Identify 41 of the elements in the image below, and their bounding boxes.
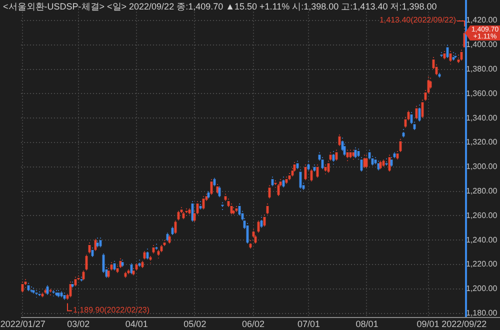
y-tick-label: 1,340.00 (466, 113, 498, 122)
y-tick-label: 1,240.00 (466, 235, 498, 244)
candlestick (132, 268, 135, 276)
x-tick-label: 2022/09/22 (442, 318, 487, 329)
candlestick (49, 288, 52, 297)
x-tick-label: 04/01 (125, 318, 148, 329)
candlestick (157, 249, 160, 259)
candlestick (221, 202, 224, 212)
y-tick-label: 1,280.00 (466, 186, 498, 196)
y-tick-label: 1,380.00 (466, 64, 498, 74)
candlestick (60, 290, 63, 300)
y-tick-label: 1,320.00 (466, 138, 498, 147)
x-tick-label: 08/01 (356, 318, 378, 329)
candlestick (385, 158, 388, 168)
x-tick-label: 05/02 (184, 318, 206, 329)
annotation: 1,413.40(2022/09/22) (379, 16, 456, 25)
chart-title: <서울외환-USDSP-체결> <일> 2022/09/22 종:1,409.70 ▲15.50 +1.11% 시:1,398.00 고:1,413.40 저:1,398.00 (3, 1, 437, 12)
y-tick-label: 1,180.00 (466, 308, 498, 318)
candlestick (80, 276, 83, 282)
candlestick (35, 290, 38, 298)
annotation: 1,189.90(2022/02/23) (73, 305, 150, 314)
candlestick (352, 149, 355, 160)
candlestick (57, 290, 60, 298)
candlestick (402, 128, 405, 138)
y-tick-label: 1,360.00 (466, 88, 498, 98)
candlestick (188, 208, 191, 216)
candlestick (30, 286, 33, 294)
candlestick (285, 176, 288, 186)
x-tick-label: 09/01 (416, 318, 440, 329)
y-tick-label: 1,420.00 (466, 16, 498, 25)
y-tick-label: 1,400.00 (466, 40, 498, 50)
y-tick-label: 1,200.00 (466, 284, 498, 294)
candlestick (116, 265, 119, 274)
x-tick-label: 06/02 (242, 318, 264, 329)
y-tick-label: 1,220.00 (466, 260, 498, 269)
x-tick-label: 07/01 (297, 318, 320, 329)
x-tick-label: 2022/01/27 (0, 318, 46, 329)
x-tick-label: 03/02 (67, 318, 90, 329)
y-tick-label: 1,260.00 (466, 210, 498, 220)
y-tick-label: 1,300.00 (466, 162, 498, 172)
candlestick (440, 52, 443, 59)
